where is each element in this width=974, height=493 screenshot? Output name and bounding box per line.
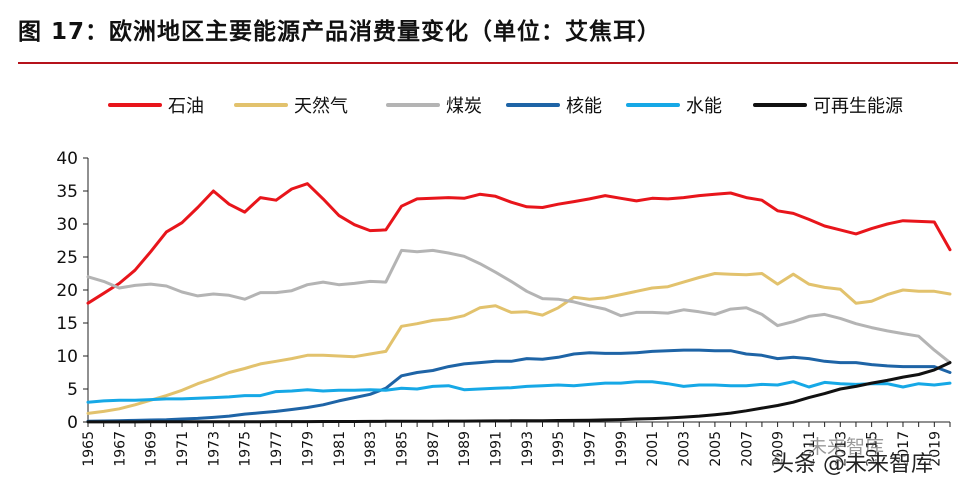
x-tick-label: 1993: [520, 431, 536, 467]
x-tick-label: 2007: [739, 431, 755, 467]
y-tick-label: 20: [56, 281, 78, 301]
legend: 石油 天然气 煤炭 核能 水能 可再生能源: [108, 96, 903, 117]
legend-label: 石油: [168, 96, 204, 117]
series-line: [86, 380, 952, 404]
series-line: [86, 248, 952, 365]
x-tick-label: 1999: [614, 431, 630, 467]
x-tick-label: 1973: [206, 431, 222, 467]
legend-label: 核能: [566, 96, 602, 117]
x-tick-label: 2005: [708, 431, 724, 467]
series-line: [86, 361, 952, 424]
x-tick-label: 1991: [488, 431, 504, 467]
figure-title: 图 17：欧洲地区主要能源产品消费量变化（单位：艾焦耳）: [18, 19, 662, 45]
x-tick-label: 2015: [865, 431, 881, 467]
x-tick-label: 2013: [833, 431, 849, 467]
x-tick-label: 1971: [175, 431, 191, 467]
y-tick-label: 5: [67, 380, 78, 400]
y-tick-label: 40: [56, 149, 78, 169]
series-line: [86, 272, 952, 415]
x-tick-label: 1965: [81, 431, 97, 467]
x-tick-label: 1985: [394, 431, 410, 467]
x-tick-label: 2009: [771, 431, 787, 467]
x-tick-label: 1969: [144, 431, 160, 467]
series-line: [86, 182, 952, 305]
x-tick-label: 2019: [927, 431, 943, 467]
x-tick-label: 1995: [551, 431, 567, 467]
x-tick-label: 1981: [332, 431, 348, 467]
x-tick-label: 1997: [583, 431, 599, 467]
x-tick-label: 1975: [238, 431, 254, 467]
y-tick-label: 25: [56, 248, 78, 268]
axes: 0 5 10 15 20 25 30 35 40 1965 1967 1969 1971 1973 1975…: [56, 149, 951, 467]
series-layer: [86, 182, 952, 424]
y-tick-label: 35: [56, 182, 78, 202]
legend-label: 可再生能源: [813, 96, 903, 117]
y-tick-label: 0: [67, 413, 78, 433]
x-tick-label: 1977: [269, 431, 285, 467]
x-tick-label: 1967: [112, 431, 128, 467]
x-tick-label: 2003: [677, 431, 693, 467]
y-tick-label: 15: [56, 314, 78, 334]
x-tick-label: 2011: [802, 431, 818, 467]
x-tick-label: 2001: [645, 431, 661, 467]
legend-label: 煤炭: [446, 96, 482, 117]
series-line: [86, 348, 952, 423]
x-tick-label: 2017: [896, 431, 912, 467]
y-tick-label: 10: [56, 347, 78, 367]
y-tick-label: 30: [56, 215, 78, 235]
x-tick-label: 1987: [426, 431, 442, 467]
legend-label: 水能: [686, 96, 722, 117]
legend-label: 天然气: [294, 96, 348, 117]
x-tick-label: 1983: [363, 431, 379, 467]
watermark-secondary: 未来智库: [808, 436, 885, 458]
watermark: 头条 @未来智库: [772, 452, 933, 477]
x-tick-label: 1979: [300, 431, 316, 467]
x-tick-label: 1989: [457, 431, 473, 467]
title-divider: [18, 62, 958, 64]
